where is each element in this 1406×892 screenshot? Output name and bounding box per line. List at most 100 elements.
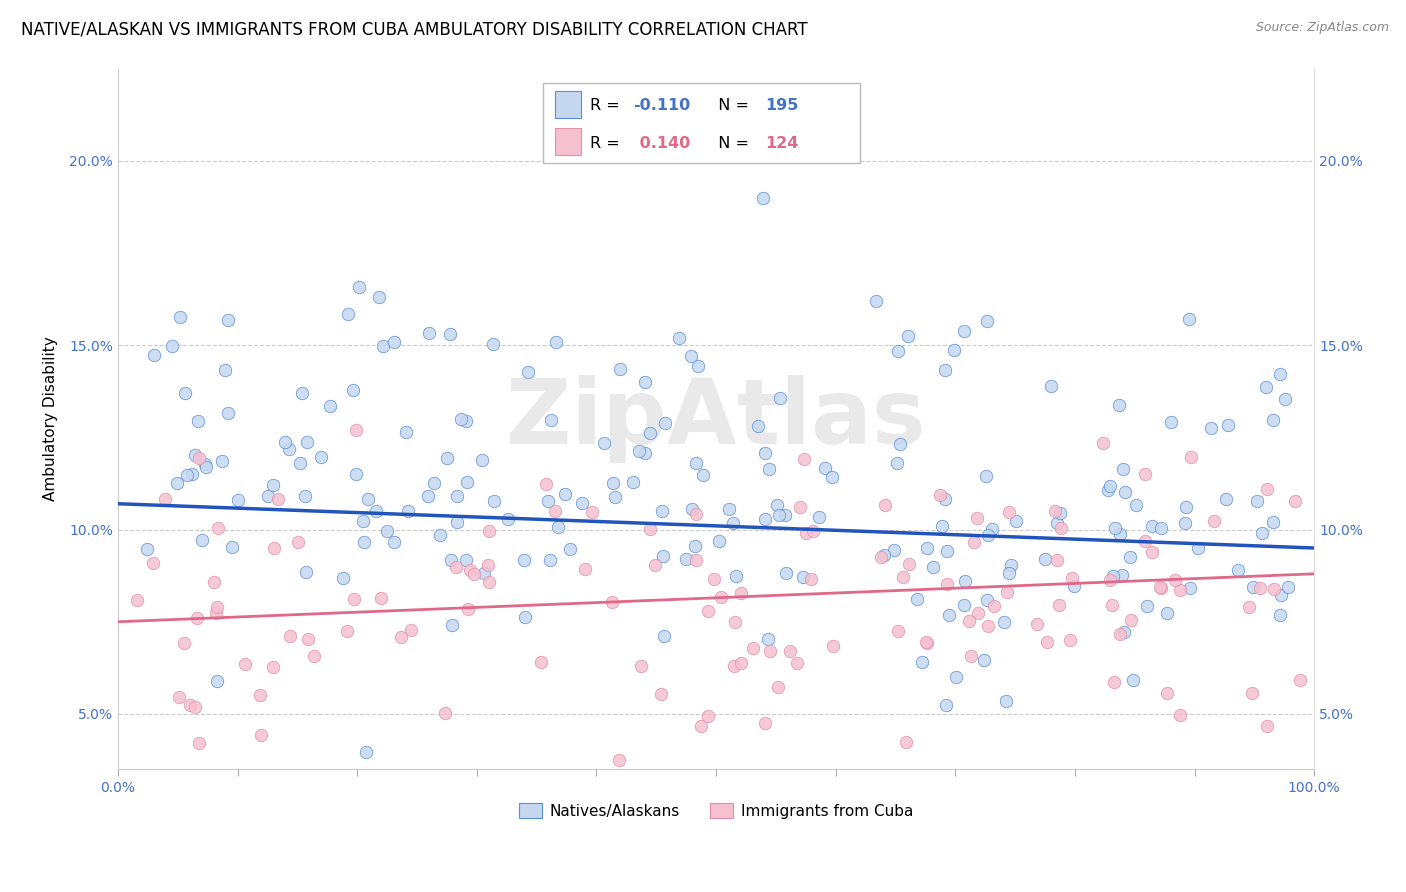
Point: [1108, 398, 1130, 412]
Point: [717, 502, 740, 516]
Point: [1112, 462, 1135, 476]
Point: [692, 467, 714, 482]
Point: [496, 511, 519, 525]
Point: [262, 478, 284, 492]
Point: [752, 190, 775, 204]
Point: [354, 746, 377, 760]
Point: [554, 486, 576, 500]
Point: [1000, 558, 1022, 572]
Point: [607, 753, 630, 767]
Point: [995, 694, 1018, 708]
Point: [221, 540, 243, 554]
Point: [1040, 378, 1063, 392]
Point: [977, 619, 1000, 633]
Point: [1237, 599, 1260, 614]
Point: [1160, 415, 1182, 429]
Point: [683, 539, 706, 553]
Point: [957, 614, 980, 628]
Point: [741, 641, 763, 656]
Text: N =: N =: [707, 136, 754, 151]
Point: [1092, 435, 1115, 450]
Point: [1118, 550, 1140, 565]
Point: [1256, 482, 1278, 496]
Point: [217, 313, 239, 327]
Point: [690, 719, 713, 733]
Point: [993, 615, 1015, 630]
Point: [396, 504, 419, 518]
Point: [571, 496, 593, 510]
Point: [688, 359, 710, 373]
Point: [915, 635, 938, 649]
Point: [1274, 392, 1296, 407]
Point: [1111, 568, 1133, 582]
Point: [1025, 617, 1047, 632]
Point: [249, 728, 271, 742]
Point: [786, 656, 808, 670]
Point: [1104, 520, 1126, 534]
Point: [603, 490, 626, 504]
Point: [1178, 581, 1201, 595]
Point: [1168, 582, 1191, 597]
Point: [654, 416, 676, 430]
Point: [801, 524, 824, 539]
Point: [1063, 578, 1085, 592]
Point: [1149, 580, 1171, 594]
Point: [800, 572, 823, 586]
Point: [1005, 514, 1028, 528]
Point: [651, 503, 673, 517]
Point: [336, 624, 359, 639]
Point: [434, 706, 457, 720]
Point: [766, 499, 789, 513]
Point: [1043, 504, 1066, 518]
Point: [1059, 632, 1081, 647]
Point: [1102, 675, 1125, 690]
Point: [311, 450, 333, 465]
Point: [897, 558, 920, 572]
Point: [382, 335, 405, 350]
Point: [651, 549, 673, 563]
Point: [439, 326, 461, 341]
Point: [169, 310, 191, 324]
Point: [195, 460, 218, 475]
Point: [869, 549, 891, 564]
Text: NATIVE/ALASKAN VS IMMIGRANTS FROM CUBA AMBULATORY DISABILITY CORRELATION CHART: NATIVE/ALASKAN VS IMMIGRANTS FROM CUBA A…: [21, 21, 807, 38]
Point: [685, 457, 707, 471]
Point: [547, 520, 569, 534]
Point: [981, 523, 1004, 537]
Point: [1202, 514, 1225, 528]
Point: [1140, 545, 1163, 559]
Point: [1199, 421, 1222, 435]
Point: [917, 636, 939, 650]
Point: [263, 541, 285, 556]
Point: [474, 566, 496, 581]
Point: [634, 446, 657, 460]
Point: [808, 510, 831, 524]
Point: [915, 541, 938, 555]
Point: [769, 391, 792, 405]
Point: [184, 448, 207, 462]
Point: [257, 489, 280, 503]
Point: [278, 442, 301, 457]
Point: [217, 406, 239, 420]
Point: [775, 566, 797, 581]
Point: [207, 521, 229, 535]
Point: [721, 516, 744, 530]
Point: [938, 607, 960, 622]
Point: [142, 348, 165, 362]
Point: [186, 611, 208, 625]
Point: [478, 524, 501, 538]
Point: [934, 491, 956, 506]
Point: [478, 575, 501, 590]
Point: [536, 493, 558, 508]
Point: [294, 489, 316, 503]
Point: [1156, 606, 1178, 620]
Text: R =: R =: [591, 98, 626, 113]
Point: [873, 548, 896, 562]
Point: [634, 376, 657, 390]
Point: [294, 565, 316, 579]
Text: R =: R =: [591, 136, 626, 151]
Point: [911, 655, 934, 669]
Point: [796, 526, 818, 541]
Point: [887, 624, 910, 639]
Point: [274, 435, 297, 450]
